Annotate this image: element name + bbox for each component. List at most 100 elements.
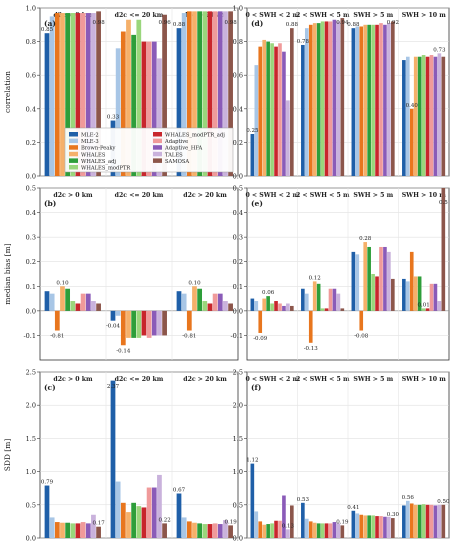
bar [162, 523, 167, 538]
bar [340, 308, 345, 311]
y-tick-label: 0.5 [233, 501, 243, 509]
bar [96, 526, 101, 538]
y-tick-label: 2.5 [233, 369, 243, 377]
data-label: -0.13 [304, 346, 319, 352]
legend: MLE-2MLE-3Brown-PeakyWHALESWHALES_adjWHA… [64, 127, 234, 173]
bar [192, 522, 197, 538]
panel-f: 0.0 0.5 1.0 1.5 2.0 2.50 < SWH < 2 m2 < SWH <… [233, 369, 450, 543]
legend-swatch [153, 145, 162, 150]
bar [301, 502, 305, 538]
category-label: SWH > 5 m [353, 12, 393, 19]
bar [70, 13, 76, 177]
bar [316, 283, 321, 311]
bar [312, 23, 317, 177]
category-label: d2c > 0 km [53, 192, 93, 199]
bar [212, 523, 218, 538]
data-label: 0.06 [262, 290, 275, 296]
bar [409, 108, 414, 176]
bar [433, 283, 438, 311]
legend-entry: Adaptive_HFA [164, 146, 202, 152]
bar [274, 301, 278, 311]
data-label: 0.30 [387, 512, 400, 518]
bar [250, 463, 255, 538]
bar [181, 517, 187, 538]
y-tick-label: 0.4 [26, 209, 36, 217]
bar [146, 487, 152, 538]
bar [312, 281, 317, 311]
bar [141, 507, 147, 538]
data-label: -0.08 [354, 334, 369, 340]
data-label: -0.04 [106, 324, 121, 330]
bar [91, 13, 96, 177]
data-label: 0.94 [336, 20, 349, 26]
bar [65, 288, 71, 311]
bar [405, 281, 410, 311]
bar [197, 11, 203, 176]
bar [437, 53, 442, 176]
bar [379, 246, 383, 311]
bar [286, 303, 290, 311]
bar [402, 60, 406, 176]
bar [266, 41, 270, 176]
bar [441, 188, 446, 311]
bar [433, 56, 438, 176]
bar [375, 24, 379, 176]
bar [80, 522, 86, 538]
legend-swatch [69, 132, 78, 137]
bar [437, 504, 442, 538]
bar [202, 524, 208, 538]
bar [207, 11, 213, 176]
bar [254, 511, 259, 538]
bar [351, 251, 356, 311]
data-label: 0.67 [173, 488, 186, 494]
bar [282, 51, 286, 176]
y-tick-label: 0.6 [26, 72, 36, 80]
y-tick-label: 0.2 [233, 258, 243, 266]
bar [217, 11, 223, 176]
category-label: 2 < SWH < 5 m [296, 192, 350, 199]
bar [217, 293, 223, 311]
bar [151, 487, 157, 538]
bar [437, 301, 442, 311]
bar [258, 310, 263, 333]
bar [371, 515, 375, 538]
bar [351, 28, 356, 176]
bar [151, 41, 157, 176]
bar [290, 305, 294, 311]
bar [270, 303, 274, 311]
bar [186, 310, 192, 331]
data-label: 0.56 [402, 495, 415, 501]
bar [363, 515, 368, 538]
legend-box [64, 127, 234, 173]
data-label: 0.22 [158, 517, 170, 523]
bar [308, 24, 313, 176]
bar [324, 523, 329, 538]
bar [60, 286, 65, 311]
panel-label: (c) [44, 383, 56, 392]
bar [387, 23, 391, 177]
bar [85, 13, 91, 177]
bar [417, 504, 422, 538]
legend-entry: TALES [165, 152, 183, 158]
bar [441, 504, 446, 538]
y-tick-label: 0.3 [233, 234, 243, 242]
bar [433, 505, 438, 538]
data-label: 0.78 [297, 39, 310, 45]
bar [375, 276, 379, 311]
bar [413, 276, 418, 311]
bar [250, 134, 255, 176]
bar [379, 516, 383, 538]
bar [278, 43, 282, 176]
bar [254, 65, 259, 176]
bar [176, 28, 182, 176]
panel-label: (f) [251, 383, 261, 392]
bar [91, 514, 96, 538]
y-tick-label: 0.2 [26, 258, 36, 266]
legend-entry: Brown-Peaky [81, 146, 116, 152]
legend-entry: WHALES [81, 152, 106, 158]
category-label: SWH > 10 m [402, 376, 447, 383]
bar [126, 512, 131, 538]
panel-b: -0.1 0.0 0.1 0.2 0.3 0.4 0.5 median bias [m] d2c… [3, 185, 239, 361]
bar [301, 288, 305, 311]
